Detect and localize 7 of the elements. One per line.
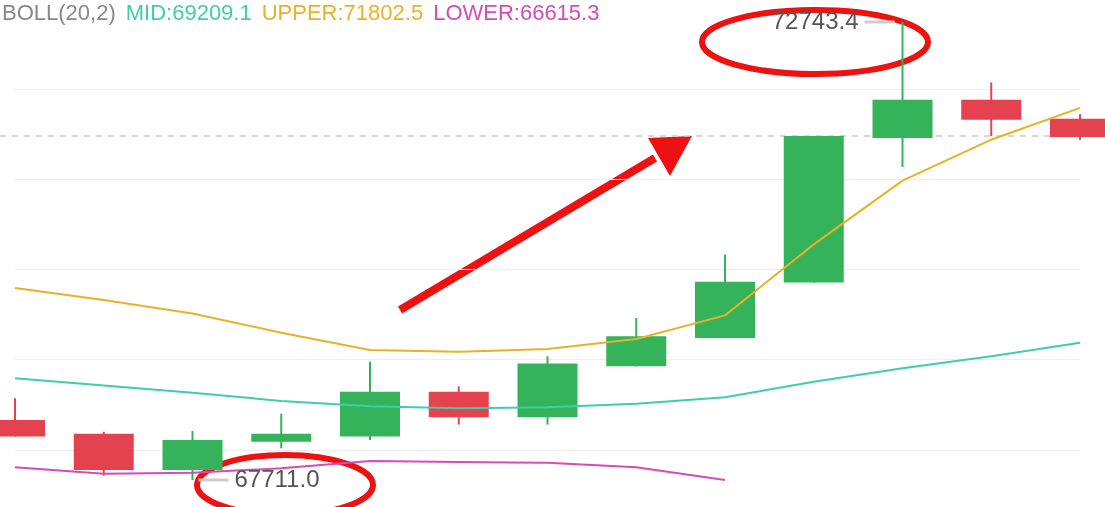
annotation: 72743.4 (771, 6, 859, 34)
candlestick (251, 412, 312, 450)
text: LOWER:66615.3 (433, 0, 600, 25)
text: UPPER:71802.5 (261, 0, 424, 25)
chart-title: BOLL(20,2) (2, 0, 116, 25)
annotation: 67711.0 (234, 464, 320, 492)
text: MID:69209.1 (125, 0, 252, 25)
